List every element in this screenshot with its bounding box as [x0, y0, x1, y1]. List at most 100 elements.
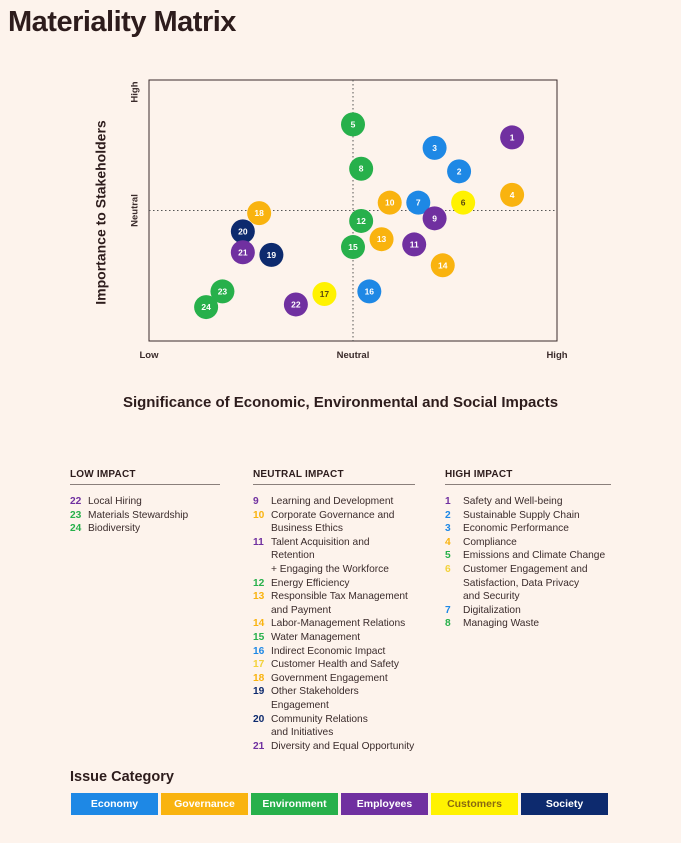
neutral-impact-list: NEUTRAL IMPACT 9 Learning and Development 1…	[253, 469, 415, 753]
issue-number: 2	[445, 509, 451, 521]
point-2	[447, 159, 472, 184]
issue-label: Labor-Management Relations	[271, 618, 406, 630]
issue-number: 12	[253, 577, 265, 589]
point-label-12: 12	[356, 216, 366, 226]
issue-item-15: 15 Water Management	[253, 631, 415, 645]
issue-label: Materials Stewardship	[88, 509, 189, 521]
point-label-3: 3	[432, 143, 437, 153]
issue-number: 8	[445, 618, 451, 630]
group-heading: HIGH IMPACT	[445, 469, 611, 485]
point-5	[341, 112, 365, 137]
issue-number: 21	[253, 740, 265, 752]
issue-number: 4	[445, 536, 451, 548]
point-label-20: 20	[238, 226, 248, 236]
point-14	[430, 253, 455, 278]
legend-society: Society	[521, 793, 608, 815]
legend-title: Issue Category	[70, 769, 174, 785]
issue-item-12: 12 Energy Efficiency	[253, 577, 415, 591]
point-23	[210, 279, 235, 304]
issue-label: Energy Efficiency	[271, 577, 350, 589]
point-label-14: 14	[438, 260, 448, 270]
point-16	[357, 279, 382, 304]
point-24	[194, 295, 219, 320]
issue-label: Economic Performance	[463, 523, 569, 535]
page-title: Materiality Matrix	[8, 6, 236, 38]
issue-item-14: 14 Labor-Management Relations	[253, 617, 415, 631]
point-12	[349, 208, 374, 233]
point-17	[312, 282, 337, 307]
point-label-23: 23	[218, 286, 228, 296]
issue-label: Other Stakeholders Engagement	[271, 686, 359, 711]
issue-label: Biodiversity	[88, 523, 141, 535]
issue-label: Corporate Governance and Business Ethics	[271, 509, 395, 535]
y-tick-neutral: Neutral	[130, 194, 141, 227]
x-tick-neutral: Neutral	[337, 350, 370, 361]
issue-item-11: 11 Talent Acquisition and Retention + Enga…	[253, 536, 415, 577]
issue-label: Water Management	[271, 631, 361, 643]
legend-customers: Customers	[431, 793, 518, 815]
issue-item-5: 5 Emissions and Climate Change	[445, 549, 611, 563]
issue-number: 6	[445, 563, 451, 575]
point-9	[422, 206, 447, 231]
point-15	[341, 235, 365, 260]
point-22	[283, 292, 308, 317]
point-7	[406, 190, 431, 215]
issue-item-13: 13 Responsible Tax Management and Payment	[253, 590, 415, 617]
point-label-9: 9	[432, 213, 437, 223]
point-11	[402, 232, 427, 257]
x-tick-low: Low	[140, 350, 160, 361]
high-impact-list: HIGH IMPACT 1 Safety and Well-being 2 Sustai…	[445, 469, 611, 631]
group-heading: LOW IMPACT	[70, 469, 220, 485]
point-label-7: 7	[416, 198, 421, 208]
legend-governance: Governance	[161, 793, 248, 815]
issue-item-23: 23 Materials Stewardship	[70, 509, 220, 523]
point-label-15: 15	[348, 242, 358, 252]
issue-number: 23	[70, 509, 82, 521]
issue-item-19: 19 Other Stakeholders Engagement	[253, 685, 415, 712]
point-label-21: 21	[238, 247, 248, 257]
point-label-10: 10	[385, 198, 395, 208]
issue-number: 15	[253, 631, 265, 643]
issue-label: Learning and Development	[271, 496, 394, 507]
issue-number: 18	[253, 672, 265, 684]
issue-number: 14	[253, 618, 265, 630]
issue-item-10: 10 Corporate Governance and Business Ethic…	[253, 509, 415, 536]
point-label-17: 17	[320, 289, 330, 299]
issue-label: Compliance	[463, 536, 517, 548]
issue-label: Government Engagement	[271, 672, 388, 684]
point-19	[259, 242, 284, 267]
issue-label: Sustainable Supply Chain	[463, 509, 580, 521]
issue-label: Customer Engagement and Satisfaction, Dat…	[463, 563, 588, 603]
point-label-22: 22	[291, 299, 301, 309]
low-impact-list: LOW IMPACT 22 Local Hiring 23 Materials Stew…	[70, 469, 220, 536]
issue-number: 13	[253, 591, 265, 603]
issue-number: 16	[253, 645, 265, 657]
issue-item-9: 9 Learning and Development	[253, 495, 415, 509]
point-8	[349, 156, 374, 181]
issue-item-7: 7 Digitalization	[445, 604, 611, 618]
x-axis-title: Significance of Economic, Environmental …	[122, 394, 559, 411]
issue-number: 3	[445, 523, 451, 535]
point-label-2: 2	[457, 166, 462, 176]
issue-label: Diversity and Equal Opportunity	[271, 740, 415, 752]
issue-item-3: 3 Economic Performance	[445, 522, 611, 536]
point-18	[247, 201, 272, 226]
issue-item-6: 6 Customer Engagement and Satisfaction, Da…	[445, 563, 611, 604]
point-3	[422, 135, 447, 160]
issue-label: Local Hiring	[88, 496, 142, 507]
issue-number: 24	[70, 523, 82, 535]
point-13	[369, 227, 394, 252]
issue-item-2: 2 Sustainable Supply Chain	[445, 509, 611, 523]
y-tick-high: High	[130, 81, 141, 102]
issue-item-16: 16 Indirect Economic Impact	[253, 645, 415, 659]
issue-label: Community Relations and Initiatives	[271, 713, 368, 739]
point-label-8: 8	[359, 164, 364, 174]
group-heading: NEUTRAL IMPACT	[253, 469, 415, 485]
issue-number: 17	[253, 659, 265, 671]
issue-item-22: 22 Local Hiring	[70, 495, 220, 509]
point-6	[451, 190, 476, 215]
point-label-19: 19	[267, 250, 277, 260]
legend-environment: Environment	[251, 793, 338, 815]
point-20	[230, 219, 255, 244]
y-axis-title: Importance to Stakeholders	[93, 120, 109, 305]
